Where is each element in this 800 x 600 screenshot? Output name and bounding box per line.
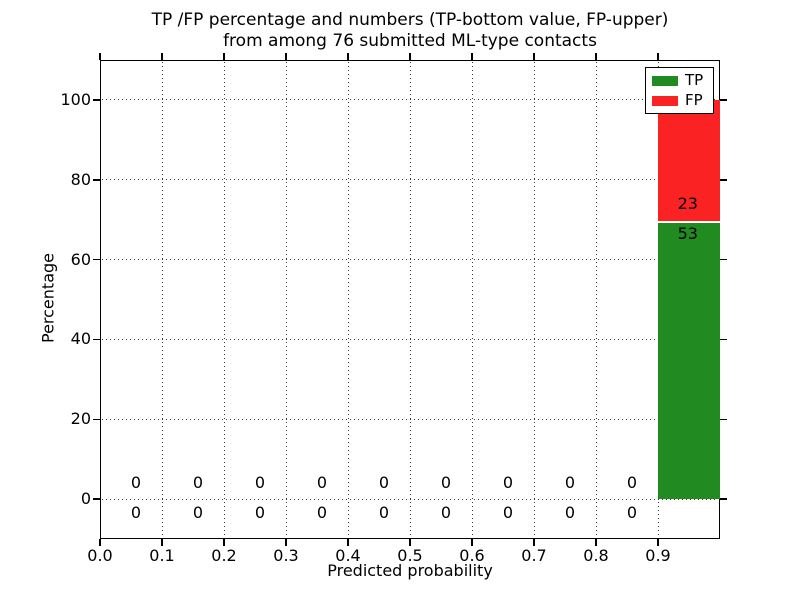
tp-zero-count-label: 0 xyxy=(316,503,328,523)
x-tick-mark-bottom xyxy=(657,539,659,546)
x-tick-mark-bottom xyxy=(471,539,473,546)
x-tick-mark-bottom xyxy=(285,539,287,546)
x-tick-mark-top xyxy=(409,53,411,60)
y-tick-label: 40 xyxy=(70,329,91,349)
x-tick-mark-top xyxy=(595,53,597,60)
y-tick-label: 100 xyxy=(60,89,91,109)
x-tick-label: 0.6 xyxy=(459,546,485,565)
tp-count-label: 53 xyxy=(677,223,698,243)
tp-zero-count-label: 0 xyxy=(130,503,142,523)
legend-label-fp: FP xyxy=(685,91,703,109)
y-tick-mark-left xyxy=(93,418,100,420)
chart-title: TP /FP percentage and numbers (TP-bottom… xyxy=(100,10,720,52)
x-tick-mark-top xyxy=(161,53,163,60)
x-tick-mark-bottom xyxy=(99,539,101,546)
fp-zero-count-label: 0 xyxy=(626,473,638,493)
gridline-vertical xyxy=(409,62,411,537)
x-axis-label: Predicted probability xyxy=(327,561,493,580)
y-tick-mark-right xyxy=(720,179,727,181)
tp-zero-count-label: 0 xyxy=(564,503,576,523)
x-tick-mark-bottom xyxy=(409,539,411,546)
fp-zero-count-label: 0 xyxy=(378,473,390,493)
chart-title-line2: from among 76 submitted ML-type contacts xyxy=(223,31,597,51)
gridline-vertical xyxy=(285,62,287,537)
x-tick-label: 0.2 xyxy=(211,546,237,565)
legend-entry-fp: FP xyxy=(652,93,713,108)
y-tick-label: 0 xyxy=(80,489,91,509)
gridline-vertical xyxy=(595,62,597,537)
x-tick-label: 0.5 xyxy=(397,546,423,565)
fp-zero-count-label: 0 xyxy=(440,473,452,493)
tp-zero-count-label: 0 xyxy=(440,503,452,523)
fp-zero-count-label: 0 xyxy=(254,473,266,493)
x-tick-label: 0.8 xyxy=(583,546,609,565)
y-tick-mark-right xyxy=(720,498,727,500)
tp-zero-count-label: 0 xyxy=(626,503,638,523)
x-tick-label: 0.1 xyxy=(149,546,175,565)
fp-zero-count-label: 0 xyxy=(130,473,142,493)
x-tick-label: 0.9 xyxy=(645,546,671,565)
x-tick-mark-top xyxy=(285,53,287,60)
gridline-vertical xyxy=(223,62,225,537)
x-tick-mark-top xyxy=(223,53,225,60)
fp-zero-count-label: 0 xyxy=(564,473,576,493)
y-tick-mark-right xyxy=(720,418,727,420)
tp-zero-count-label: 0 xyxy=(378,503,390,523)
y-tick-mark-left xyxy=(93,498,100,500)
y-tick-mark-right xyxy=(720,338,727,341)
x-tick-mark-bottom xyxy=(223,539,225,546)
y-tick-label: 80 xyxy=(70,169,91,189)
gridline-vertical xyxy=(533,62,535,537)
x-tick-mark-top xyxy=(533,53,535,60)
gridline-vertical xyxy=(471,62,473,537)
chart-title-line1: TP /FP percentage and numbers (TP-bottom… xyxy=(151,10,669,30)
tp-color-swatch xyxy=(652,75,678,86)
y-tick-mark-left xyxy=(93,338,100,341)
x-tick-label: 0.0 xyxy=(87,546,113,565)
fp-zero-count-label: 0 xyxy=(192,473,204,493)
x-tick-label: 0.4 xyxy=(335,546,361,565)
tp-zero-count-label: 0 xyxy=(254,503,266,523)
x-tick-label: 0.7 xyxy=(521,546,547,565)
y-tick-label: 60 xyxy=(70,249,91,269)
legend: TP FP xyxy=(645,67,714,114)
x-tick-mark-top xyxy=(657,53,659,60)
gridline-vertical xyxy=(347,62,349,537)
x-tick-mark-top xyxy=(471,53,473,60)
tp-bar-segment xyxy=(658,220,720,500)
gridline-vertical xyxy=(161,62,163,537)
y-tick-mark-right xyxy=(720,258,727,261)
x-tick-mark-bottom xyxy=(161,539,163,546)
y-tick-mark-left xyxy=(93,258,100,261)
x-tick-mark-top xyxy=(347,53,349,60)
x-tick-mark-top xyxy=(99,53,101,60)
x-tick-label: 0.3 xyxy=(273,546,299,565)
fp-count-label: 23 xyxy=(677,193,698,213)
y-axis-label: Percentage xyxy=(38,252,58,344)
legend-label-tp: TP xyxy=(685,71,704,89)
legend-entry-tp: TP xyxy=(652,73,713,88)
y-tick-mark-left xyxy=(93,99,100,101)
tp-zero-count-label: 0 xyxy=(502,503,514,523)
y-tick-label: 20 xyxy=(70,409,91,429)
fp-bar-segment xyxy=(658,99,720,221)
x-tick-mark-bottom xyxy=(347,539,349,546)
x-tick-mark-bottom xyxy=(595,539,597,546)
fp-color-swatch xyxy=(652,95,678,106)
fp-zero-count-label: 0 xyxy=(502,473,514,493)
x-tick-mark-bottom xyxy=(533,539,535,546)
tp-zero-count-label: 0 xyxy=(192,503,204,523)
y-tick-mark-right xyxy=(720,99,727,101)
y-tick-mark-left xyxy=(93,179,100,181)
fp-zero-count-label: 0 xyxy=(316,473,328,493)
